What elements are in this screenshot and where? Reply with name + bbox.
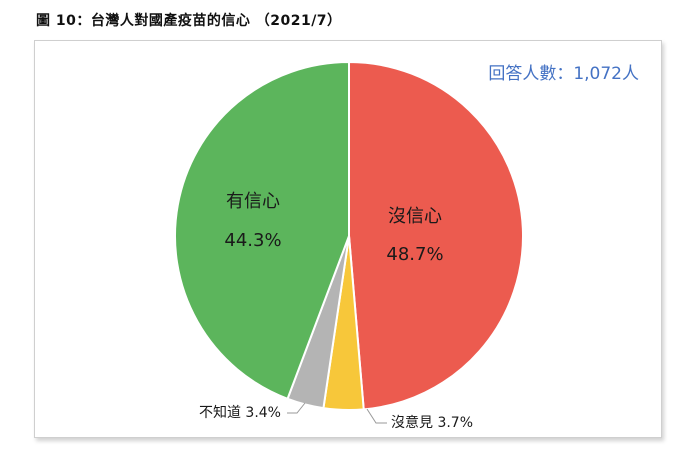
respondents-note: 回答人數：1,072人 [488,64,639,84]
slice-label-confidence: 有信心 [226,191,280,212]
leader-line-dont-know [287,402,306,414]
slice-label-dont-know: 不知道 3.4% [199,404,281,421]
slice-value-no-confidence: 48.7% [386,244,443,265]
slice-label-no-confidence: 沒信心 [388,206,442,227]
chart-frame: 回答人數：1,072人 沒信心 48.7% 有信心 44.3% 沒意見 3.7%… [34,40,662,438]
leader-line-no-opinion [366,408,387,424]
pie-chart: 沒信心 48.7% 有信心 44.3% 沒意見 3.7% 不知道 3.4% [174,60,524,431]
slice-no-confidence [348,60,524,411]
slice-confidence [174,60,350,401]
slice-value-confidence: 44.3% [224,230,281,251]
slice-label-no-opinion: 沒意見 3.7% [391,414,473,431]
figure-title: 圖 10：台灣人對國產疫苗的信心 （2021/7） [36,13,342,29]
